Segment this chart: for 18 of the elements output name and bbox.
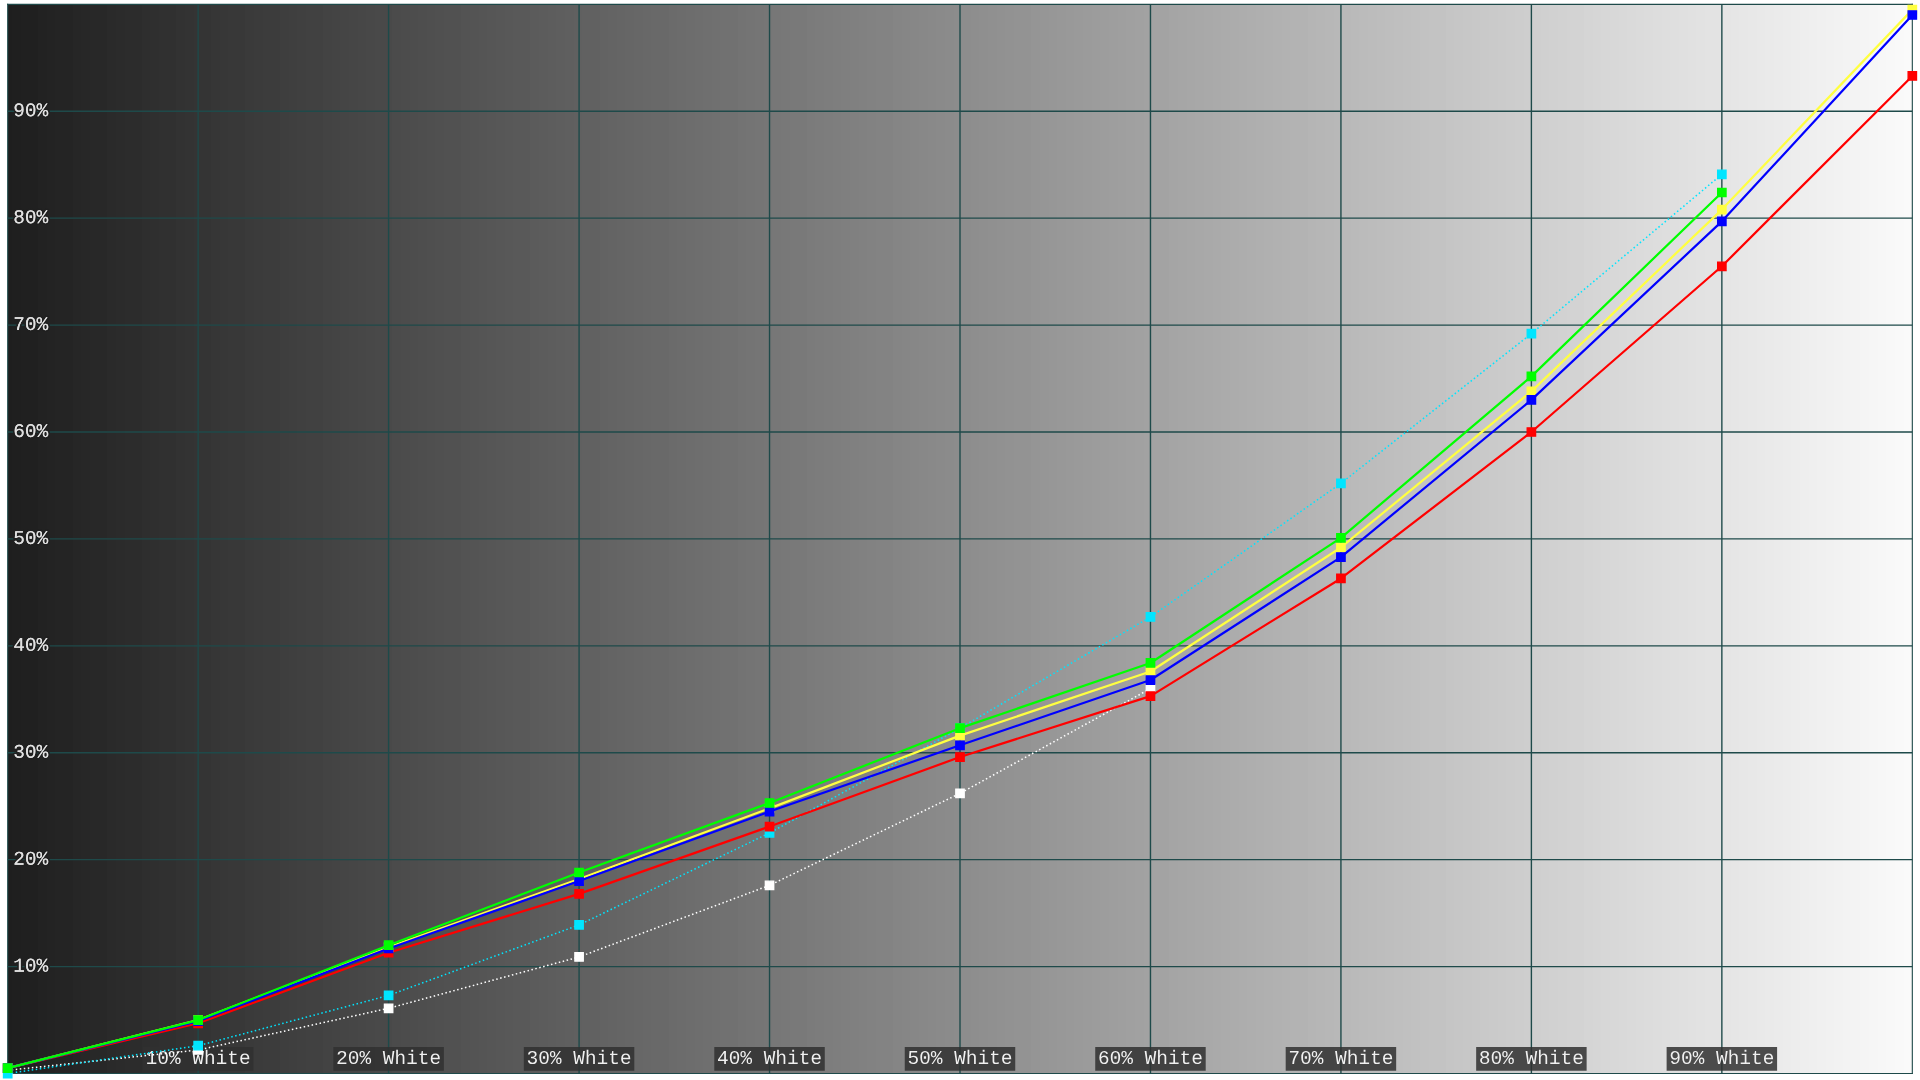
x-tick-label: 50% White: [908, 1049, 1012, 1065]
x-tick-label: 80% White: [1480, 1049, 1583, 1065]
x-tick-label: 60% White: [1099, 1049, 1202, 1065]
y-tick-label: 40%: [14, 637, 49, 652]
x-tick-label: 30% White: [527, 1049, 631, 1065]
y-tick-label: 10%: [14, 958, 49, 972]
y-tick-label: 90%: [14, 103, 49, 117]
y-tick-label: 30%: [14, 744, 49, 758]
x-tick-label: 10% White: [147, 1049, 250, 1065]
y-tick-label: 60%: [14, 424, 49, 438]
y-tick-label: 80%: [14, 210, 49, 224]
x-tick-label: 90% White: [1670, 1049, 1774, 1065]
y-tick-label: 50%: [14, 530, 49, 545]
x-tick-label: 70% White: [1289, 1049, 1393, 1065]
y-tick-label: 70%: [14, 317, 49, 331]
y-tick-label: 20%: [14, 851, 49, 865]
x-tick-label: 40% White: [718, 1049, 821, 1065]
x-tick-label: 20% White: [337, 1049, 440, 1065]
